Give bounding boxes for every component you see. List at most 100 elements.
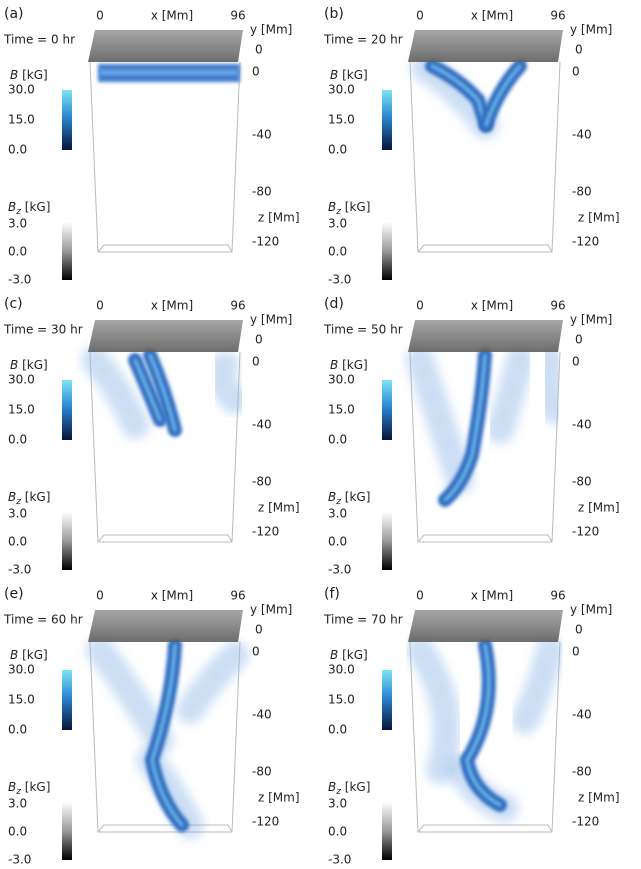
x-tick: 96 bbox=[230, 9, 245, 23]
b-symbol: B bbox=[10, 648, 18, 662]
box-edges bbox=[89, 61, 241, 253]
bz-symbol: B bbox=[328, 490, 336, 504]
flux-halo bbox=[406, 346, 474, 494]
bz-tick: 0.0 bbox=[328, 825, 347, 839]
z-tick: -80 bbox=[252, 185, 272, 199]
time-label: Time = 0 hr bbox=[3, 33, 75, 47]
bz-subscript: z bbox=[335, 497, 341, 507]
b-symbol: B bbox=[10, 358, 18, 372]
x-tick: 96 bbox=[230, 299, 245, 313]
z-tick: -80 bbox=[572, 185, 592, 199]
panel: (e) Time = 60 hr 0 x [Mm] 96 y [Mm] 0 0 -40 -80 -1… bbox=[3, 586, 300, 867]
bz-label: Bz [kG] bbox=[328, 490, 370, 507]
bz-symbol: B bbox=[8, 200, 16, 214]
x-tick: 0 bbox=[96, 299, 104, 313]
b-tick: 30.0 bbox=[328, 83, 355, 97]
y-label: y [Mm] bbox=[250, 603, 292, 617]
x-tick: 0 bbox=[96, 9, 104, 23]
b-symbol: B bbox=[330, 68, 338, 82]
flux-tube-core bbox=[465, 643, 502, 807]
y-label: y [Mm] bbox=[250, 23, 292, 37]
z-tick: -80 bbox=[572, 765, 592, 779]
panel: (a) Time = 0 hr 0 x [Mm] 96 y [Mm] 0 0 -40 -80 -12… bbox=[3, 6, 300, 287]
photosphere bbox=[88, 610, 243, 642]
flux-halo bbox=[176, 641, 249, 724]
bz-symbol: B bbox=[8, 780, 16, 794]
time-label: Time = 50 hr bbox=[323, 323, 403, 337]
z-tick: -40 bbox=[572, 708, 592, 722]
flux-tube-core bbox=[133, 358, 162, 422]
photosphere bbox=[408, 610, 563, 642]
flux-halo bbox=[207, 351, 249, 414]
panel-label: (f) bbox=[324, 586, 340, 602]
b-tick: 15.0 bbox=[328, 693, 355, 707]
z-tick: 0 bbox=[572, 645, 580, 659]
z-tick: -120 bbox=[252, 525, 279, 539]
z-tick: 0 bbox=[252, 355, 260, 369]
b-unit: [kG] bbox=[22, 648, 48, 662]
flux-halo bbox=[86, 636, 174, 754]
bz-label: Bz [kG] bbox=[8, 200, 50, 217]
panel-label: (c) bbox=[4, 296, 23, 312]
b-tick: 30.0 bbox=[8, 663, 35, 677]
b-colorbar bbox=[382, 90, 392, 150]
b-tick: 30.0 bbox=[328, 663, 355, 677]
flux-tube bbox=[479, 59, 527, 132]
b-label: B [kG] bbox=[330, 358, 368, 372]
flux-tube-core bbox=[100, 70, 238, 75]
box-edges bbox=[409, 641, 561, 833]
z-label: z [Mm] bbox=[258, 791, 300, 805]
b-colorbar bbox=[62, 380, 72, 440]
photosphere bbox=[408, 30, 563, 62]
x-tick: 0 bbox=[416, 589, 424, 603]
x-label: x [Mm] bbox=[471, 9, 513, 23]
b-symbol: B bbox=[10, 68, 18, 82]
z-tick: -120 bbox=[252, 235, 279, 249]
bz-symbol: B bbox=[328, 780, 336, 794]
box-edges bbox=[409, 351, 561, 543]
flux-tube-core bbox=[150, 643, 184, 827]
panel: (b) Time = 20 hr 0 x [Mm] 96 y [Mm] 0 0 -40 -80 -1… bbox=[323, 6, 620, 287]
x-tick: 0 bbox=[96, 589, 104, 603]
flux-tube-core bbox=[484, 64, 522, 127]
bz-subscript: z bbox=[15, 497, 21, 507]
bz-colorbar bbox=[382, 222, 392, 280]
b-colorbar bbox=[62, 90, 72, 150]
z-label: z [Mm] bbox=[578, 501, 620, 515]
b-tick: 0.0 bbox=[328, 723, 347, 737]
bz-unit: [kG] bbox=[341, 490, 370, 504]
box-edges bbox=[89, 351, 241, 543]
bz-tick: 3.0 bbox=[328, 797, 347, 811]
flux-halo bbox=[81, 346, 149, 439]
z-label: z [Mm] bbox=[258, 211, 300, 225]
bz-subscript: z bbox=[15, 207, 21, 217]
y-tick: 0 bbox=[575, 333, 583, 347]
b-unit: [kG] bbox=[22, 68, 48, 82]
box-edges bbox=[89, 641, 241, 833]
photosphere bbox=[88, 320, 243, 352]
bz-label: Bz [kG] bbox=[8, 780, 50, 797]
bz-subscript: z bbox=[335, 787, 341, 797]
x-label: x [Mm] bbox=[471, 589, 513, 603]
b-tick: 0.0 bbox=[8, 723, 27, 737]
bz-tick: 0.0 bbox=[328, 245, 347, 259]
photosphere bbox=[88, 30, 243, 62]
bz-tick: 3.0 bbox=[8, 797, 27, 811]
x-label: x [Mm] bbox=[151, 299, 193, 313]
b-unit: [kG] bbox=[342, 648, 368, 662]
b-label: B [kG] bbox=[330, 648, 368, 662]
time-label: Time = 60 hr bbox=[3, 613, 83, 627]
bz-tick: 3.0 bbox=[8, 217, 27, 231]
x-tick: 96 bbox=[550, 299, 565, 313]
bz-colorbar bbox=[382, 802, 392, 860]
bz-tick: -3.0 bbox=[8, 853, 31, 867]
x-tick: 96 bbox=[230, 589, 245, 603]
b-tick: 15.0 bbox=[328, 113, 355, 127]
z-tick: 0 bbox=[252, 645, 260, 659]
b-tick: 0.0 bbox=[8, 143, 27, 157]
bz-tick: -3.0 bbox=[328, 563, 351, 577]
b-colorbar bbox=[382, 670, 392, 730]
y-tick: 0 bbox=[255, 333, 263, 347]
bz-tick: 0.0 bbox=[328, 535, 347, 549]
